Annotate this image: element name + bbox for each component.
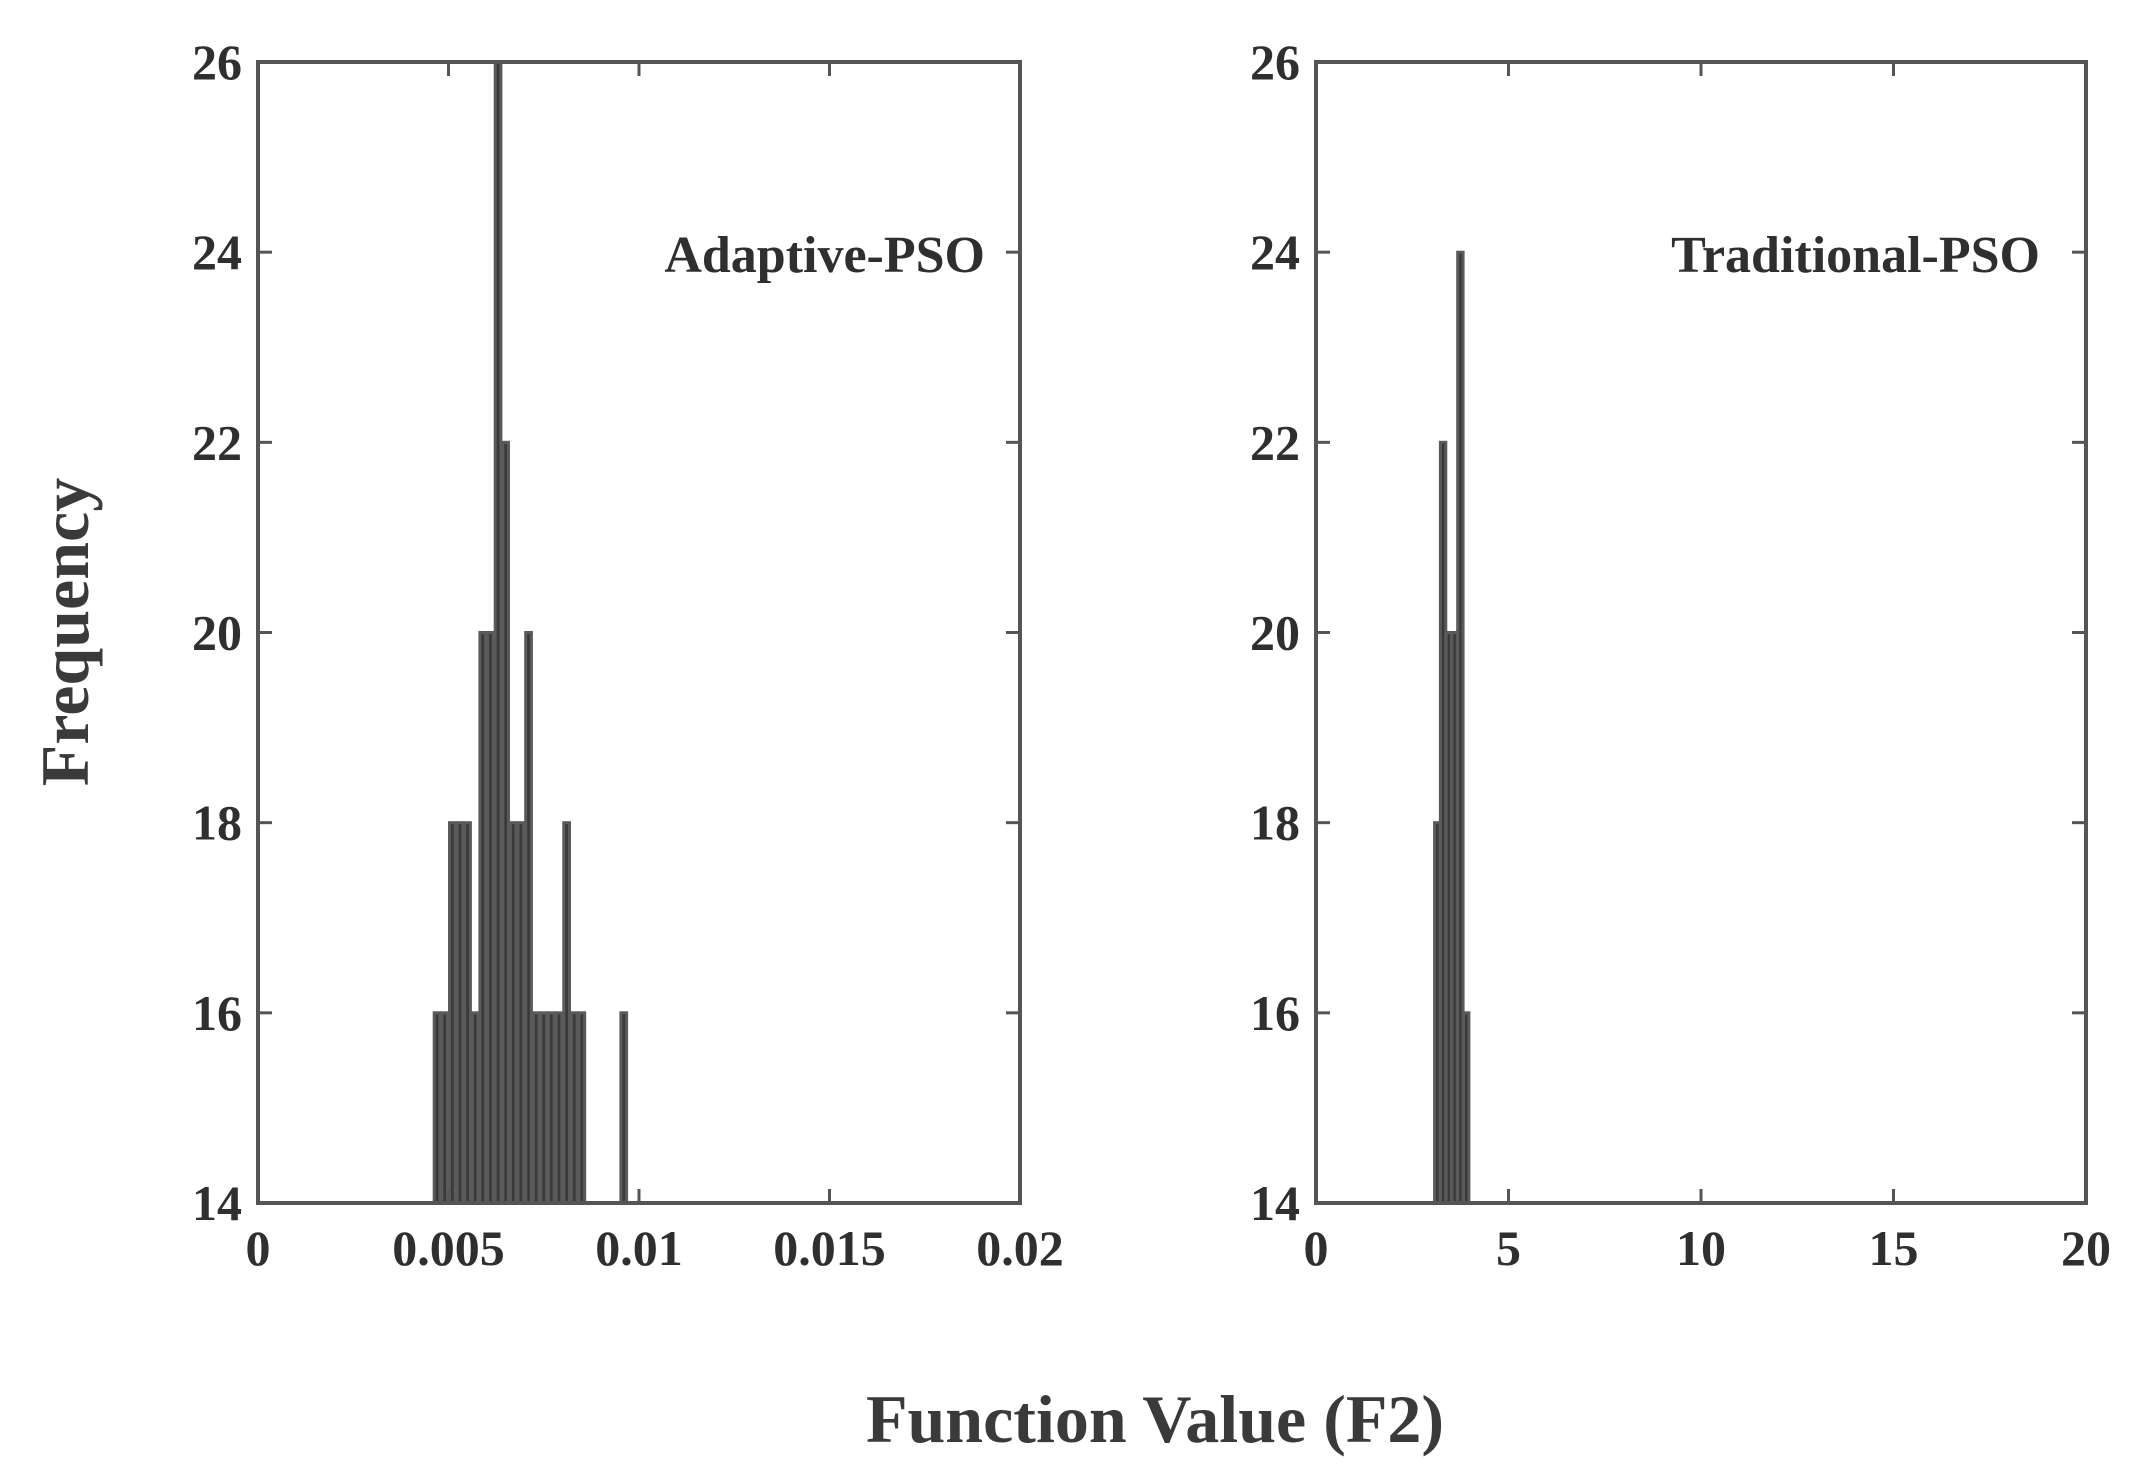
histogram-bar [554, 1011, 564, 1205]
histogram-bar [440, 1011, 449, 1205]
panel-adaptive-pso: 14 16 18 20 22 24 26 0 0.005 0.01 0.015 0.02 Adapt… [192, 34, 1064, 1276]
histogram-bar [501, 440, 510, 1205]
x-tick-labels-adaptive-pso: 0 0.005 0.01 0.015 0.02 [246, 1220, 1064, 1276]
y-tick-label: 26 [1250, 34, 1300, 90]
x-tick-label: 0 [1304, 1220, 1329, 1276]
histogram-bar [569, 1011, 579, 1205]
x-tick-label: 0.01 [595, 1220, 683, 1276]
x-tick-label: 15 [1869, 1220, 1919, 1276]
y-tick-labels-adaptive-pso: 14 16 18 20 22 24 26 [192, 34, 242, 1231]
histogram-bar [432, 1011, 442, 1205]
histogram-bar [455, 821, 465, 1205]
y-tick-label: 26 [192, 34, 242, 90]
x-tick-label: 20 [2061, 1220, 2111, 1276]
histogram-bar [562, 821, 571, 1205]
plot-frame-traditional-pso [1314, 60, 2088, 1205]
histogram-bar [493, 60, 503, 1205]
histogram-bar [539, 1011, 549, 1205]
histogram-bar [1462, 1011, 1471, 1205]
histogram-bar [577, 1011, 587, 1205]
y-tick-label: 22 [1250, 414, 1300, 470]
histogram-bar [448, 821, 457, 1205]
histogram-bar [486, 631, 495, 1205]
legend-label-adaptive-pso: Adaptive-PSO [664, 227, 985, 284]
y-tick-label: 14 [1250, 1175, 1300, 1231]
histogram-bar [524, 631, 533, 1205]
x-tick-labels-traditional-pso: 0 5 10 15 20 [1304, 1220, 2112, 1276]
histogram-bar [531, 1011, 541, 1205]
x-tick-label: 0.02 [976, 1220, 1064, 1276]
y-tick-label: 18 [1250, 795, 1300, 851]
y-tick-label: 20 [1250, 605, 1300, 661]
x-tick-label: 0.005 [392, 1220, 505, 1276]
y-tick-label: 24 [192, 224, 242, 280]
histogram-bar [516, 821, 526, 1205]
y-tick-label: 16 [1250, 985, 1300, 1041]
plot-frame-adaptive-pso [256, 60, 1022, 1205]
bars-adaptive-pso [432, 60, 629, 1205]
y-tick-label: 14 [192, 1175, 242, 1231]
histogram-bar [478, 631, 488, 1205]
y-tick-labels-traditional-pso: 14 16 18 20 22 24 26 [1250, 34, 1300, 1231]
histogram-bar [547, 1011, 556, 1205]
y-tick-label: 20 [192, 605, 242, 661]
x-axis-title: Function Value (F2) [866, 1381, 1444, 1457]
panel-traditional-pso: 14 16 18 20 22 24 26 0 5 10 15 20 Traditional-PSO [1250, 34, 2111, 1276]
y-tick-label: 24 [1250, 224, 1300, 280]
histogram-bar [619, 1011, 629, 1205]
y-tick-label: 18 [192, 795, 242, 851]
y-axis-title: Frequency [27, 478, 103, 787]
y-tick-label: 22 [192, 414, 242, 470]
x-tick-label: 0 [246, 1220, 271, 1276]
y-tick-label: 16 [192, 985, 242, 1041]
histogram-bar [470, 1011, 480, 1205]
x-tick-label: 10 [1676, 1220, 1726, 1276]
bars-traditional-pso [1433, 250, 1471, 1205]
x-tick-label: 5 [1496, 1220, 1521, 1276]
legend-label-traditional-pso: Traditional-PSO [1671, 227, 2040, 284]
x-tick-label: 0.015 [773, 1220, 886, 1276]
histogram-bar [508, 821, 518, 1205]
histogram-bar [463, 821, 472, 1205]
